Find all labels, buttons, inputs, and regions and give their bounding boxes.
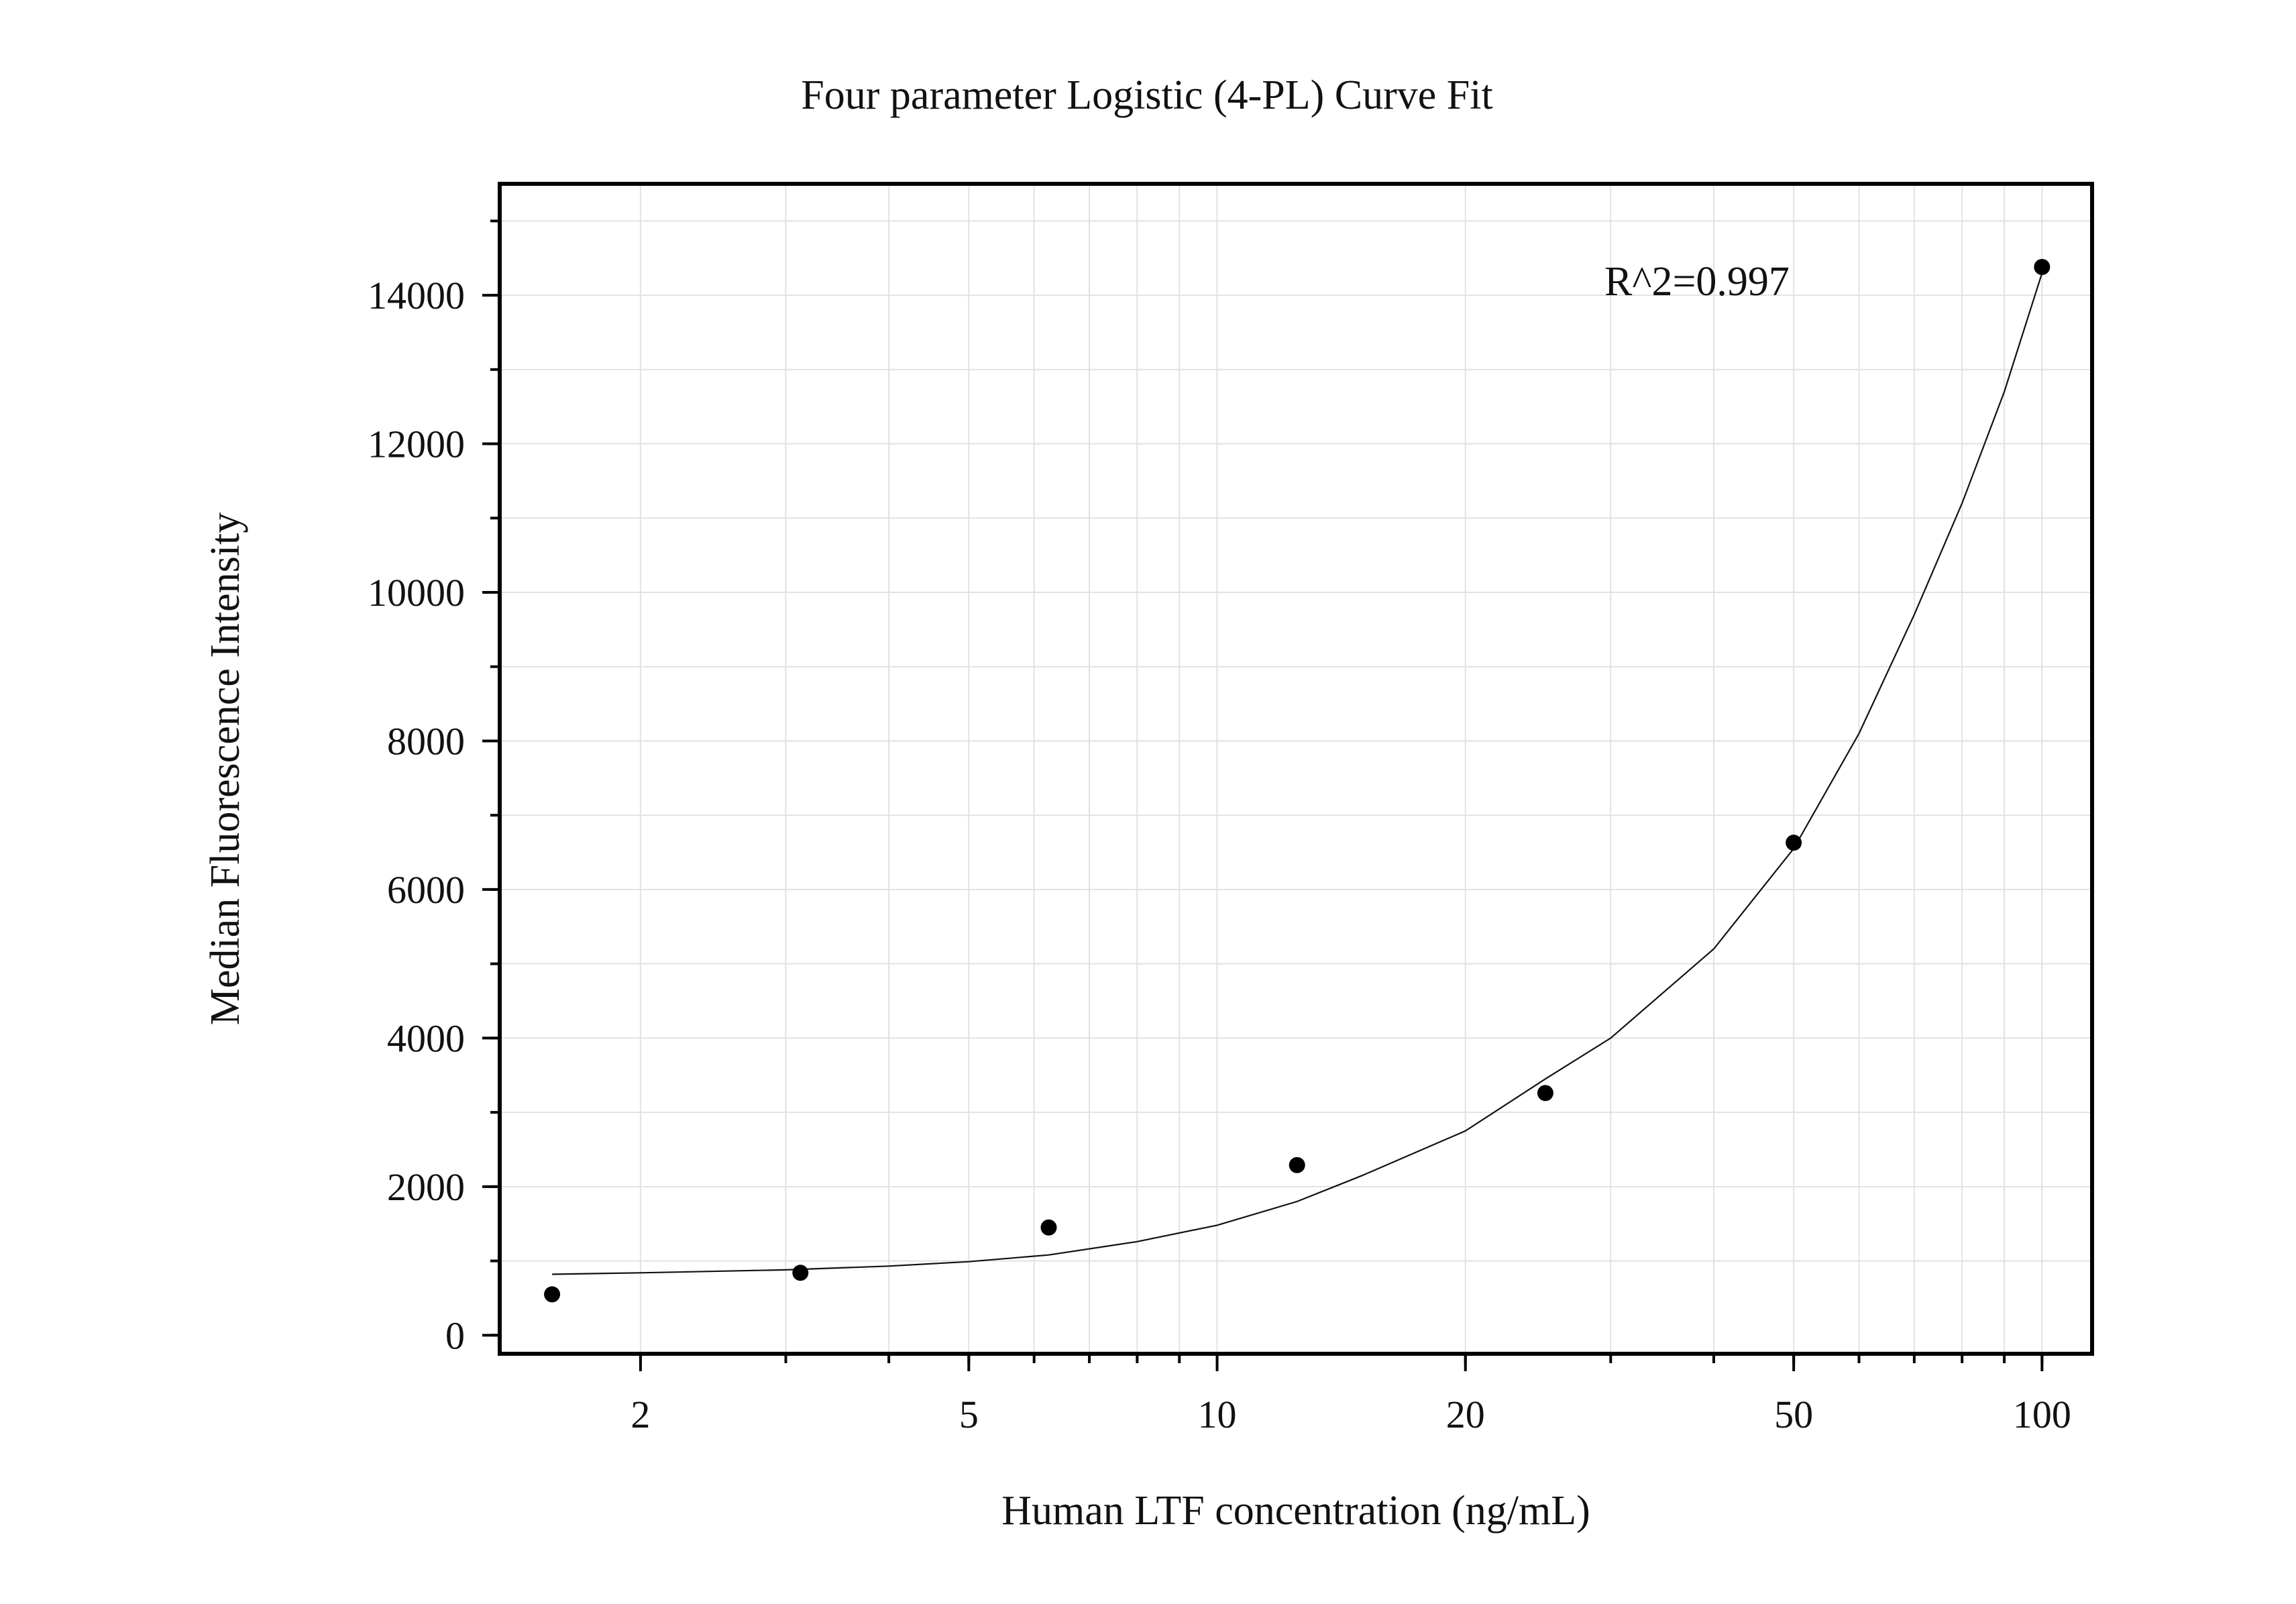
data-point (1537, 1085, 1553, 1102)
y-tick-label: 0 (445, 1314, 465, 1357)
y-tick-label: 8000 (387, 719, 465, 763)
y-tick-label: 2000 (387, 1165, 465, 1209)
x-tick-label: 2 (631, 1393, 650, 1436)
data-point (1040, 1219, 1057, 1236)
y-axis-label: Median Fluorescence Intensity (203, 513, 248, 1025)
axis-ticks (482, 219, 2044, 1371)
gridlines (500, 184, 2092, 1354)
y-tick-label: 12000 (368, 423, 465, 466)
tick-labels: 2 5 10 20 50 100 0 2000 4000 6000 8000 10000 12000 14… (368, 274, 2071, 1436)
y-tick-label: 6000 (387, 868, 465, 912)
x-axis-label: Human LTF concentration (ng/mL) (1001, 1488, 1590, 1534)
fit-curve-layer (552, 272, 2043, 1275)
y-tick-label: 14000 (368, 274, 465, 317)
x-tick-label: 10 (1198, 1393, 1237, 1436)
annotation-r2: R^2=0.997 (1604, 259, 1790, 305)
data-point (1786, 835, 1802, 851)
y-tick-label: 10000 (368, 571, 465, 614)
data-point (1289, 1157, 1305, 1173)
plot-frame (498, 182, 2094, 1356)
data-point (2034, 259, 2051, 276)
fit-curve-line (552, 272, 2043, 1275)
x-tick-label: 50 (1774, 1393, 1813, 1436)
chart-title: Four parameter Logistic (4-PL) Curve Fit (801, 72, 1492, 118)
data-points (544, 259, 2051, 1303)
x-tick-label: 20 (1446, 1393, 1485, 1436)
data-point (792, 1265, 809, 1281)
x-tick-label: 100 (2013, 1393, 2071, 1436)
x-tick-label: 5 (959, 1393, 979, 1436)
data-point (544, 1286, 561, 1303)
y-tick-label: 4000 (387, 1016, 465, 1060)
